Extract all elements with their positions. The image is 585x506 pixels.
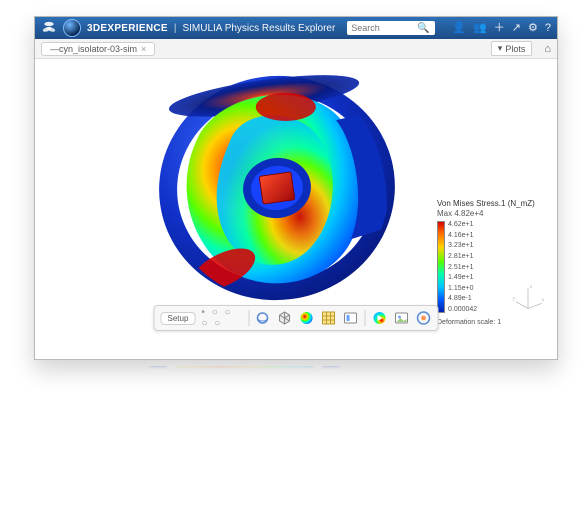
legend-tick: 4.89e-1	[448, 295, 477, 302]
play-anim-icon[interactable]	[371, 308, 387, 328]
mesh-wire-icon[interactable]	[321, 308, 337, 328]
action-toolbar: Setup • ○ ○ ○ ○	[154, 305, 439, 331]
legend-tick: 4.62e+1	[448, 221, 477, 228]
axis-x-label: x	[542, 298, 545, 304]
settings-icon[interactable]: ⚙	[528, 23, 538, 34]
view-cube-icon[interactable]	[277, 308, 293, 328]
chevron-down-icon: ▾	[498, 43, 503, 54]
share-icon[interactable]: ↗	[512, 23, 521, 34]
brand-separator: |	[174, 23, 177, 34]
plus-icon[interactable]: ＋	[494, 23, 505, 34]
deform-toggle-icon[interactable]	[415, 308, 431, 328]
titlebar-actions: 👤 👥 ＋ ↗ ⚙ ?	[452, 23, 551, 34]
window-reflection	[34, 366, 558, 502]
app-name-text: SIMULIA Physics Results Explorer	[182, 23, 335, 34]
orbit-icon[interactable]	[255, 308, 271, 328]
toolbar-divider	[248, 310, 249, 326]
home-icon[interactable]: ⌂	[544, 43, 551, 55]
legend-tick: 2.81e+1	[448, 253, 477, 260]
legend-colorbar	[437, 221, 445, 313]
toolbar-pager: • ○ ○ ○ ○	[201, 307, 242, 329]
close-tab-icon[interactable]: ×	[141, 44, 146, 54]
viewport-3d[interactable]: Von Mises Stress.1 (N_mZ) Max 4.82e+4 4.…	[35, 59, 557, 339]
legend-title: Von Mises Stress.1 (N_mZ)	[437, 199, 547, 208]
search-icon[interactable]: 🔍	[417, 23, 429, 34]
user-icon[interactable]: 👤	[452, 23, 466, 34]
axis-y-label: y	[513, 296, 516, 302]
legend-ticks: 4.62e+1 4.16e+1 3.23e+1 2.81e+1 2.51e+1 …	[448, 221, 477, 313]
plots-label: Plots	[505, 44, 525, 54]
file-tab-label: —cyn_isolator-03-sim	[50, 44, 137, 54]
axis-triad[interactable]: x y z	[511, 283, 545, 317]
compass-icon[interactable]	[63, 19, 81, 37]
tab-bar: —cyn_isolator-03-sim × ▾ Plots ⌂	[35, 39, 557, 59]
contour-style-icon[interactable]	[299, 308, 315, 328]
legend-tick: 1.15e+0	[448, 285, 477, 292]
axis-z-label: z	[530, 284, 533, 290]
frame-step-icon[interactable]	[343, 308, 359, 328]
legend-tick: 3.23e+1	[448, 242, 477, 249]
title-bar: 3DEXPERIENCE | SIMULIA Physics Results E…	[35, 17, 557, 39]
legend-tick: 0.000042	[448, 306, 477, 313]
legend-subtitle: Max 4.82e+4	[437, 209, 547, 218]
fea-model[interactable]	[147, 65, 407, 311]
plots-dropdown[interactable]: ▾ Plots	[491, 41, 533, 56]
group-icon[interactable]: 👥	[473, 23, 487, 34]
file-tab[interactable]: —cyn_isolator-03-sim ×	[41, 42, 155, 56]
ds-logo-icon	[41, 20, 57, 36]
legend-tick: 4.16e+1	[448, 232, 477, 239]
legend-tick: 2.51e+1	[448, 264, 477, 271]
search-field[interactable]: 🔍	[347, 21, 435, 35]
app-window: 3DEXPERIENCE | SIMULIA Physics Results E…	[34, 16, 558, 360]
toolbar-divider	[365, 310, 366, 326]
toolbar-mode-chip[interactable]: Setup	[161, 312, 196, 325]
export-image-icon[interactable]	[393, 308, 409, 328]
legend-note: Deformation scale: 1	[437, 319, 547, 326]
help-icon[interactable]: ?	[545, 23, 551, 34]
legend-tick: 1.49e+1	[448, 274, 477, 281]
search-input[interactable]	[351, 23, 413, 33]
brand-text: 3DEXPERIENCE	[87, 23, 168, 34]
